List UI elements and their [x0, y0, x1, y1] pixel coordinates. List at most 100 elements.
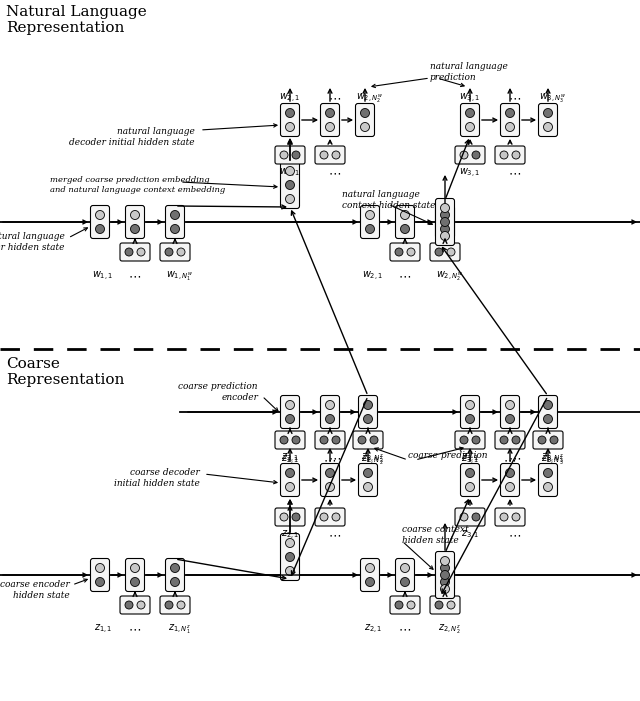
- Text: coarse context
hidden state: coarse context hidden state: [402, 525, 468, 545]
- FancyBboxPatch shape: [280, 533, 300, 580]
- Circle shape: [170, 224, 179, 233]
- Text: $z_{3,N_3^z}$: $z_{3,N_3^z}$: [541, 451, 564, 465]
- Text: $w_{2,1}$: $w_{2,1}$: [279, 166, 301, 179]
- Circle shape: [292, 151, 300, 159]
- Text: $\cdots$: $\cdots$: [508, 92, 522, 104]
- Circle shape: [320, 436, 328, 444]
- Circle shape: [506, 414, 515, 423]
- Text: $\cdots$: $\cdots$: [328, 451, 342, 465]
- Circle shape: [512, 513, 520, 521]
- Circle shape: [506, 468, 515, 477]
- Circle shape: [465, 109, 474, 118]
- Circle shape: [165, 248, 173, 256]
- Circle shape: [285, 482, 294, 491]
- Text: $z_{2,1}$: $z_{2,1}$: [364, 622, 382, 636]
- Text: $\cdots$: $\cdots$: [399, 622, 412, 636]
- Circle shape: [543, 109, 552, 118]
- Circle shape: [440, 571, 449, 580]
- Circle shape: [360, 109, 369, 118]
- Text: coarse prediction: coarse prediction: [408, 451, 488, 461]
- Circle shape: [95, 578, 104, 587]
- Circle shape: [95, 224, 104, 233]
- FancyBboxPatch shape: [435, 552, 454, 599]
- Circle shape: [332, 513, 340, 521]
- FancyBboxPatch shape: [435, 205, 454, 238]
- Text: $w_{3,N_3^w}$: $w_{3,N_3^w}$: [540, 91, 566, 105]
- Text: $w_{1,N_1^w}$: $w_{1,N_1^w}$: [166, 269, 194, 283]
- Text: $z_{3,1}$: $z_{3,1}$: [461, 529, 479, 542]
- Circle shape: [435, 248, 443, 256]
- Circle shape: [440, 203, 449, 212]
- Text: $\cdots$: $\cdots$: [328, 167, 342, 179]
- FancyBboxPatch shape: [321, 104, 339, 137]
- Circle shape: [440, 585, 449, 594]
- Circle shape: [332, 151, 340, 159]
- FancyBboxPatch shape: [495, 508, 525, 526]
- Text: $z_{2,N_2^z}$: $z_{2,N_2^z}$: [438, 622, 461, 636]
- Circle shape: [358, 436, 366, 444]
- Circle shape: [137, 248, 145, 256]
- Circle shape: [285, 123, 294, 132]
- Circle shape: [320, 513, 328, 521]
- Text: $z_{2,N_2^z}$: $z_{2,N_2^z}$: [362, 453, 385, 467]
- FancyBboxPatch shape: [435, 198, 454, 245]
- Text: $\cdots$: $\cdots$: [508, 529, 522, 541]
- Circle shape: [280, 513, 288, 521]
- Circle shape: [500, 436, 508, 444]
- FancyBboxPatch shape: [495, 431, 525, 449]
- Circle shape: [440, 231, 449, 240]
- Circle shape: [285, 566, 294, 576]
- FancyBboxPatch shape: [461, 463, 479, 496]
- Circle shape: [95, 564, 104, 573]
- Text: $\cdots$: $\cdots$: [508, 167, 522, 179]
- Text: $w_{2,1}$: $w_{2,1}$: [362, 269, 384, 283]
- FancyBboxPatch shape: [500, 463, 520, 496]
- Circle shape: [472, 151, 480, 159]
- FancyBboxPatch shape: [90, 205, 109, 238]
- FancyBboxPatch shape: [461, 395, 479, 428]
- FancyBboxPatch shape: [500, 104, 520, 137]
- Circle shape: [407, 601, 415, 609]
- Text: $w_{3,1}$: $w_{3,1}$: [460, 166, 481, 179]
- Circle shape: [440, 578, 449, 587]
- FancyBboxPatch shape: [353, 431, 383, 449]
- Text: Natural Language
Representation: Natural Language Representation: [6, 5, 147, 35]
- Text: natural language
encoder hidden state: natural language encoder hidden state: [0, 232, 65, 252]
- Circle shape: [506, 123, 515, 132]
- FancyBboxPatch shape: [500, 395, 520, 428]
- Circle shape: [465, 468, 474, 477]
- FancyBboxPatch shape: [125, 205, 145, 238]
- Text: $\cdots$: $\cdots$: [508, 451, 522, 465]
- FancyBboxPatch shape: [280, 161, 300, 208]
- Circle shape: [170, 564, 179, 573]
- FancyBboxPatch shape: [538, 395, 557, 428]
- FancyBboxPatch shape: [166, 205, 184, 238]
- Text: Coarse
Representation: Coarse Representation: [6, 357, 124, 387]
- Circle shape: [285, 180, 294, 189]
- Text: $w_{1,1}$: $w_{1,1}$: [92, 269, 114, 283]
- Text: $z_{2,N_2^z}$: $z_{2,N_2^z}$: [362, 451, 385, 465]
- Circle shape: [365, 210, 374, 219]
- Circle shape: [280, 151, 288, 159]
- FancyBboxPatch shape: [435, 559, 454, 592]
- Circle shape: [543, 414, 552, 423]
- FancyBboxPatch shape: [430, 243, 460, 261]
- FancyBboxPatch shape: [160, 243, 190, 261]
- FancyBboxPatch shape: [280, 395, 300, 428]
- FancyBboxPatch shape: [390, 596, 420, 614]
- Text: $\cdots$: $\cdots$: [504, 454, 516, 466]
- Circle shape: [360, 123, 369, 132]
- Circle shape: [292, 436, 300, 444]
- Circle shape: [285, 538, 294, 547]
- FancyBboxPatch shape: [396, 559, 415, 592]
- Circle shape: [131, 578, 140, 587]
- Circle shape: [365, 578, 374, 587]
- Text: natural language
prediction: natural language prediction: [430, 62, 508, 82]
- Circle shape: [506, 482, 515, 491]
- Text: $z_{1,1}$: $z_{1,1}$: [93, 622, 112, 636]
- Circle shape: [280, 436, 288, 444]
- Circle shape: [401, 210, 410, 219]
- FancyBboxPatch shape: [360, 205, 380, 238]
- FancyBboxPatch shape: [275, 508, 305, 526]
- Circle shape: [292, 513, 300, 521]
